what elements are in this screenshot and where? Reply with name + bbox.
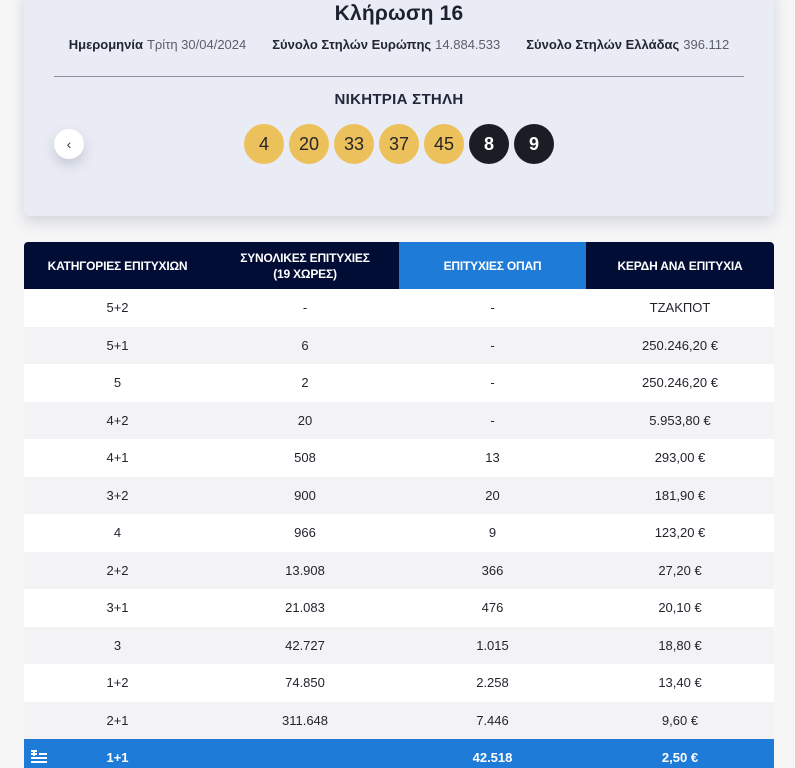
cell-category: 4+2 [106,412,129,428]
main-number-ball: 37 [379,124,419,164]
draw-info-card: Κλήρωση 16 Ημερομηνία Τρίτη 30/04/2024 Σύ… [24,0,774,216]
cell-category: 4 [113,525,122,541]
main-number-ball: 45 [424,124,464,164]
table-row: 1+2 74.850 2.258 13,40 € [24,664,774,702]
cell-prize: 27,20 € [658,562,702,578]
cell-prize: 123,20 € [654,525,706,541]
cell-opap: - [490,300,495,316]
table-row: 2+2 13.908 366 27,20 € [24,551,774,589]
header-total-winners: ΣΥΝΟΛΙΚΕΣ ΕΠΙΤΥΧΙΕΣ (19 ΧΩΡΕΣ) [211,242,399,289]
cell-total: 311.648 [281,712,329,728]
cell-category: 5 [113,375,122,391]
cell-category: 1+2 [106,675,129,691]
cell-opap: - [490,375,495,391]
cell-category: 2+2 [106,562,129,578]
cell-prize: 18,80 € [658,637,702,653]
cell-category: 3+1 [106,600,129,616]
header-prize-per-winner: ΚΕΡΔΗ ΑΝΑ ΕΠΙΤΥΧΙΑ [617,258,743,273]
cell-prize: 181,90 € [654,487,706,503]
header-total-winners-line2: (19 ΧΩΡΕΣ) [273,266,337,281]
table-row: 4+2 20 - 5.953,80 € [24,401,774,439]
draw-date-value: Τρίτη 30/04/2024 [146,37,247,52]
cell-prize: 20,10 € [658,600,702,616]
cell-opap: 7.446 [476,712,509,728]
cell-total: 6 [301,337,309,353]
cell-category: 5+1 [106,337,129,353]
cell-opap: - [490,337,495,353]
header-opap-winners[interactable]: ΕΠΙΤΥΧΙΕΣ ΟΠΑΠ [399,242,586,289]
cell-category: 2+1 [106,712,129,728]
greece-columns-value: 396.112 [683,37,730,52]
cell-prize: 250.246,20 € [642,337,718,353]
winning-numbers: 4 20 33 37 45 8 9 [244,124,554,164]
cell-opap: 42.518 [472,750,513,766]
cell-total: 74.850 [285,675,325,691]
header-total-winners-line1: ΣΥΝΟΛΙΚΕΣ ΕΠΙΤΥΧΙΕΣ [240,250,370,265]
cell-prize: 9,60 € [661,712,699,728]
cell-total: 13.908 [285,562,325,578]
cell-total: - [302,300,308,316]
table-header: ΚΑΤΗΓΟΡΙΕΣ ΕΠΙΤΥΧΙΩΝ ΣΥΝΟΛΙΚΕΣ ΕΠΙΤΥΧΙΕΣ… [24,242,774,289]
cell-category: 4+1 [106,450,129,466]
cell-opap: 13 [485,450,500,466]
greece-columns-label: Σύνολο Στηλών Ελλάδας [526,37,680,52]
cell-prize: 2,50 € [661,750,699,766]
previous-draw-button[interactable]: ‹ [54,129,84,159]
draw-meta: Ημερομηνία Τρίτη 30/04/2024 Σύνολο Στηλών… [24,37,774,52]
cell-total: 21.083 [285,600,325,616]
draw-date-label: Ημερομηνία [68,37,143,52]
cell-opap: 9 [488,525,497,541]
cell-opap: 366 [481,562,504,578]
table-row: 4 966 9 123,20 € [24,514,774,552]
cell-opap: 20 [485,487,500,503]
cell-opap: 1.015 [476,637,509,653]
star-number-ball: 8 [469,124,509,164]
greece-columns: Σύνολο Στηλών Ελλάδας 396.112 [526,37,729,52]
star-number-ball: 9 [514,124,554,164]
europe-columns: Σύνολο Στηλών Ευρώπης 14.884.533 [272,37,500,52]
cell-total: 42.727 [285,637,325,653]
table-row: 5 2 - 250.246,20 € [24,364,774,402]
greek-flag-icon [31,750,47,764]
divider [54,76,744,77]
cell-prize: 293,00 € [654,450,706,466]
cell-prize: 5.953,80 € [649,412,711,428]
table-row: 2+1 311.648 7.446 9,60 € [24,701,774,739]
main-number-ball: 20 [289,124,329,164]
europe-columns-value: 14.884.533 [435,37,501,52]
cell-total: 20 [297,412,313,428]
table-row: 5+1 6 - 250.246,20 € [24,326,774,364]
main-number-ball: 4 [244,124,284,164]
cell-total: 2 [301,375,309,391]
table-row-highlighted: 1+1 42.518 2,50 € [24,739,774,768]
draw-title: Κλήρωση 16 [334,2,464,25]
cell-prize: ΤΖΑΚΠΟΤ [649,300,711,316]
table-row: 3+1 21.083 476 20,10 € [24,589,774,627]
chevron-left-icon: ‹ [66,136,72,152]
cell-prize: 250.246,20 € [642,375,718,391]
cell-category: 1+1 [106,750,129,766]
cell-total: 966 [294,525,316,541]
table-row: 4+1 508 13 293,00 € [24,439,774,477]
cell-prize: 13,40 € [658,675,702,691]
cell-opap: 476 [481,600,504,616]
cell-total: 900 [294,487,316,503]
draw-date: Ημερομηνία Τρίτη 30/04/2024 [69,37,247,52]
cell-opap: - [490,412,495,428]
cell-category: 5+2 [106,300,129,316]
header-categories: ΚΑΤΗΓΟΡΙΕΣ ΕΠΙΤΥΧΙΩΝ [47,258,188,273]
cell-category: 3 [113,637,122,653]
winning-column-label: ΝΙΚΗΤΡΙΑ ΣΤΗΛΗ [334,91,464,108]
main-number-ball: 33 [334,124,374,164]
table-row: 3 42.727 1.015 18,80 € [24,626,774,664]
europe-columns-label: Σύνολο Στηλών Ευρώπης [272,37,432,52]
table-row: 5+2 - - ΤΖΑΚΠΟΤ [24,289,774,327]
cell-opap: 2.258 [476,675,509,691]
prize-table: ΚΑΤΗΓΟΡΙΕΣ ΕΠΙΤΥΧΙΩΝ ΣΥΝΟΛΙΚΕΣ ΕΠΙΤΥΧΙΕΣ… [24,242,774,768]
cell-category: 3+2 [106,487,129,503]
cell-total: 508 [294,450,316,466]
table-row: 3+2 900 20 181,90 € [24,476,774,514]
table-body: 5+2 - - ΤΖΑΚΠΟΤ 5+1 6 - 250.246,20 € 5 2… [24,289,774,768]
